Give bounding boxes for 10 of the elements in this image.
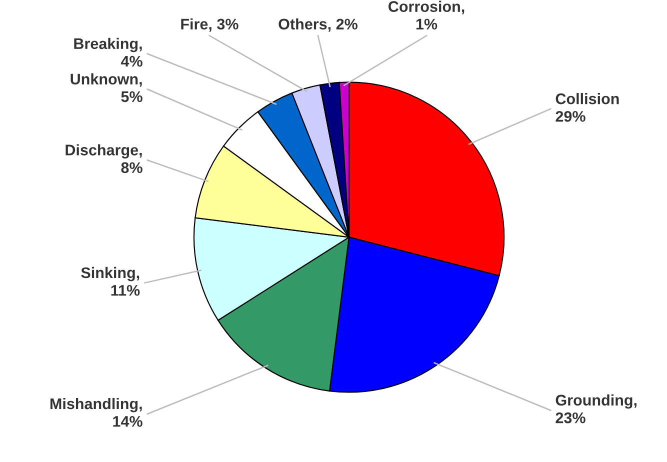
slice-label: Unknown, 5% <box>70 73 142 102</box>
slice-label: Grounding, 23% <box>556 394 636 424</box>
slice-label: Mishandling, 14% <box>50 398 142 427</box>
slice-label: Others, 2% <box>278 18 358 32</box>
slice-label: Sinking, 11% <box>81 266 140 296</box>
slice-label: Corrosion, 1% <box>388 0 464 30</box>
slice-label: Collision 29% <box>556 93 619 122</box>
slice-label: Breaking, 4% <box>74 38 142 67</box>
slice-label: Fire, 3% <box>181 18 238 32</box>
slice-label: Discharge, 8% <box>66 144 142 174</box>
